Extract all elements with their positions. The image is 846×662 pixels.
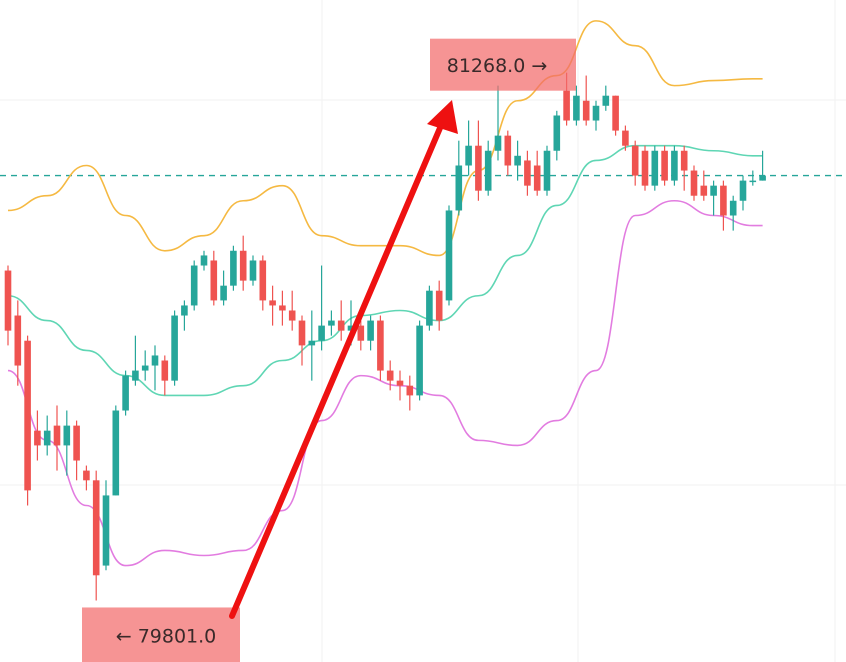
candle-body: [14, 315, 22, 366]
candle-body: [680, 150, 688, 171]
candle-body: [43, 430, 51, 446]
candle-body: [367, 320, 374, 341]
candle-body: [631, 145, 639, 176]
candle-body: [151, 355, 159, 366]
candle-body: [357, 325, 365, 341]
candle-body: [553, 115, 561, 151]
candle-body: [749, 180, 757, 183]
candle-body: [602, 95, 610, 106]
candle-body: [592, 105, 600, 121]
candle-body: [239, 250, 247, 281]
candle-body: [122, 375, 129, 411]
candle-body: [34, 430, 41, 446]
candle-body: [83, 470, 90, 481]
candle-body: [386, 370, 394, 381]
arrow-shaft: [229, 125, 443, 619]
candle-body: [622, 130, 629, 146]
candle-body: [308, 340, 316, 346]
candle-body: [720, 185, 727, 216]
candle-body: [288, 310, 296, 321]
annotation-label: 81268.0 →: [447, 55, 548, 77]
band-line: [7, 144, 763, 397]
candle-body: [132, 370, 139, 381]
candle-body: [700, 185, 708, 196]
candle-body: [337, 320, 345, 331]
trend-arrow: [229, 100, 458, 619]
candle-body: [328, 320, 335, 326]
candle-body: [171, 315, 178, 381]
candle-body: [504, 135, 512, 166]
candle-body: [102, 495, 110, 566]
candle-body: [435, 290, 443, 321]
candle-body: [249, 260, 257, 281]
candle-body: [641, 150, 649, 186]
candle-body: [661, 150, 668, 181]
arrow-head: [427, 100, 458, 134]
candle-body: [230, 250, 237, 286]
annotation-box: [82, 607, 240, 662]
candle-body: [200, 255, 208, 266]
candle-body: [563, 90, 570, 121]
candle-body: [141, 365, 149, 371]
annotation-label: ← 79801.0: [116, 625, 217, 647]
candle-body: [573, 95, 580, 121]
candle-body: [347, 325, 355, 331]
candle-body: [475, 145, 482, 191]
candle-body: [690, 170, 698, 196]
candles-layer: [4, 72, 766, 601]
candle-body: [533, 165, 541, 191]
candle-body: [396, 380, 404, 386]
candle-body: [671, 150, 678, 181]
candle-body: [739, 180, 747, 201]
candle-body: [269, 300, 276, 306]
candle-body: [181, 305, 188, 316]
candle-body: [484, 150, 492, 191]
candle-body: [416, 325, 423, 396]
annotations-layer: 81268.0 → ← 79801.0: [82, 38, 576, 662]
candle-body: [543, 150, 551, 191]
bands-layer: [0, 20, 846, 567]
candle-body: [279, 305, 286, 311]
candle-body: [651, 150, 659, 186]
candle-body: [92, 480, 100, 576]
candle-body: [465, 145, 472, 166]
annotation-box: [430, 38, 576, 91]
candle-body: [53, 425, 61, 446]
candle-body: [494, 135, 502, 151]
candle-body: [759, 175, 766, 181]
candle-body: [259, 260, 267, 301]
candle-body: [210, 260, 218, 301]
candle-body: [112, 410, 120, 496]
candle-body: [524, 160, 531, 186]
candle-body: [4, 270, 12, 331]
candle-body: [63, 425, 71, 446]
candle-body: [161, 360, 169, 381]
candle-body: [298, 320, 306, 346]
candle-body: [426, 290, 433, 326]
candle-body: [514, 155, 521, 166]
candle-body: [406, 385, 414, 396]
band-line: [7, 20, 763, 257]
candle-body: [612, 95, 619, 131]
candle-body: [318, 325, 325, 341]
candle-body: [729, 200, 737, 216]
candle-body: [377, 320, 384, 371]
candle-body: [190, 265, 198, 306]
candle-body: [582, 100, 590, 121]
candle-body: [24, 340, 31, 491]
candle-body: [220, 285, 227, 301]
candle-body: [445, 210, 453, 301]
band-line: [7, 199, 763, 567]
candle-body: [710, 185, 717, 196]
candle-body: [455, 165, 463, 211]
candle-body: [73, 425, 80, 461]
